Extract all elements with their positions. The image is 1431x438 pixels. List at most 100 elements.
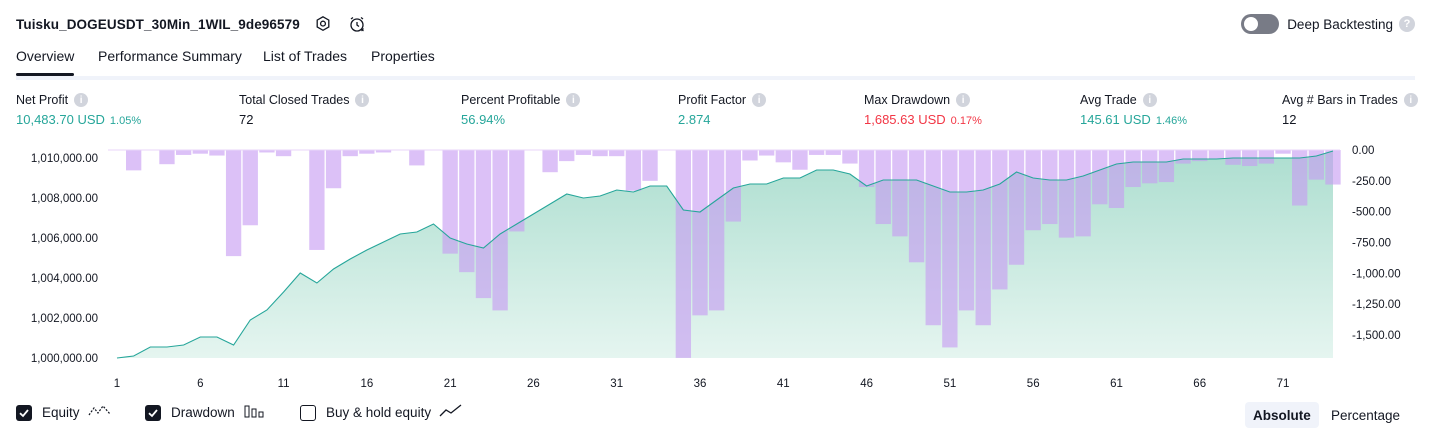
right-axis-tick-label: -500.00	[1352, 207, 1391, 219]
drawdown-bar	[692, 150, 708, 316]
drawdown-bar	[1158, 150, 1175, 183]
drawdown-bar	[942, 150, 958, 348]
x-axis-tick-label: 36	[694, 378, 707, 390]
x-axis-tick-label: 6	[197, 378, 203, 390]
drawdown-bar	[475, 150, 492, 299]
checkbox-checked-icon[interactable]	[145, 404, 161, 421]
drawdown-bar	[592, 150, 608, 157]
drawdown-bar	[808, 150, 825, 155]
metric-total-closed-trades: Total Closed Trades i 72	[239, 93, 370, 127]
drawdown-bar	[1142, 150, 1158, 184]
drawdown-bar	[625, 150, 642, 191]
checkbox-unchecked-icon[interactable]	[300, 404, 316, 421]
drawdown-bar	[192, 150, 208, 154]
help-icon[interactable]: i	[566, 93, 581, 107]
x-axis-tick-label: 66	[1193, 378, 1206, 390]
drawdown-bar	[742, 150, 758, 161]
help-icon[interactable]: i	[74, 93, 89, 107]
metric-value: 56.94%	[461, 112, 506, 127]
legend-label: Equity	[42, 405, 80, 420]
tab-performance-summary[interactable]: Performance Summary	[98, 48, 242, 64]
drawdown-bar	[375, 150, 392, 153]
settings-icon[interactable]	[312, 13, 334, 35]
metric-max-drawdown: Max Drawdown i 1,685.63 USD 0.17%	[864, 93, 982, 127]
toggle-knob	[1244, 17, 1259, 31]
drawdown-bar	[575, 150, 592, 155]
drawdown-bar	[642, 150, 658, 181]
drawdown-bar	[1175, 150, 1191, 164]
tab-properties[interactable]: Properties	[371, 48, 435, 64]
absolute-mode-button[interactable]: Absolute	[1245, 402, 1319, 428]
drawdown-bar	[925, 150, 941, 326]
metric-label: Avg Trade	[1080, 93, 1137, 107]
left-axis-tick-label: 1,010,000.00	[31, 153, 98, 165]
help-icon[interactable]: i	[956, 93, 971, 107]
equity-drawdown-chart[interactable]: 1,000,000.00 1,002,000.00 1,004,000.00 1,00…	[0, 140, 1431, 395]
drawdown-bar	[1025, 150, 1041, 231]
percentage-mode-button[interactable]: Percentage	[1331, 407, 1401, 423]
x-axis-tick-label: 16	[361, 378, 374, 390]
help-icon[interactable]: i	[1142, 93, 1157, 107]
drawdown-bar	[509, 150, 525, 232]
legend-equity[interactable]: Equity	[16, 403, 112, 422]
drawdown-bar	[792, 150, 808, 170]
deep-backtesting-control: Deep Backtesting ?	[1241, 12, 1415, 36]
right-axis-tick-label: -750.00	[1352, 238, 1391, 250]
drawdown-bar	[225, 150, 242, 257]
deep-backtesting-label: Deep Backtesting	[1287, 16, 1393, 32]
drawdown-bar	[309, 150, 325, 250]
drawdown-bar	[1058, 150, 1075, 238]
drawdown-bar	[126, 150, 142, 171]
drawdown-bar	[992, 150, 1008, 290]
metric-label: Max Drawdown	[864, 93, 951, 107]
drawdown-bar	[975, 150, 991, 326]
tab-overview[interactable]: Overview	[16, 48, 75, 76]
metric-percent: 0.17%	[950, 115, 982, 127]
left-axis-tick-label: 1,004,000.00	[31, 273, 98, 285]
x-axis-tick-label: 51	[944, 378, 957, 390]
drawdown-bar	[858, 150, 875, 188]
drawdown-bars-icon	[243, 403, 265, 422]
x-axis-tick-label: 41	[777, 378, 790, 390]
alert-clock-icon[interactable]	[346, 13, 368, 35]
left-axis-tick-label: 1,008,000.00	[31, 193, 98, 205]
metric-avg-trade: Avg Trade i 145.61 USD 1.46%	[1080, 93, 1187, 127]
drawdown-bar	[459, 150, 475, 273]
drawdown-bar	[609, 150, 625, 157]
help-icon[interactable]: ?	[1399, 16, 1415, 32]
metric-label: Total Closed Trades	[239, 93, 350, 107]
tab-bar: Overview Performance Summary List of Tra…	[16, 44, 1415, 80]
x-axis-tick-label: 31	[610, 378, 623, 390]
drawdown-bar	[242, 150, 258, 226]
equity-line-icon	[88, 403, 112, 422]
metric-value: 12	[1282, 112, 1297, 127]
deep-backtesting-toggle[interactable]	[1241, 14, 1280, 34]
checkbox-checked-icon[interactable]	[16, 404, 32, 421]
help-icon[interactable]: i	[1403, 93, 1418, 107]
drawdown-bar	[758, 150, 775, 156]
drawdown-bar	[958, 150, 975, 311]
right-axis-tick-label: -250.00	[1352, 176, 1391, 188]
tab-list-of-trades[interactable]: List of Trades	[263, 48, 348, 64]
strategy-header: Tuisku_DOGEUSDT_30Min_1WIL_9de96579	[16, 12, 368, 36]
help-icon[interactable]: i	[752, 93, 767, 107]
drawdown-bar	[1125, 150, 1141, 188]
legend-buy-hold-equity[interactable]: Buy & hold equity	[300, 403, 463, 422]
drawdown-bar	[709, 150, 725, 311]
buy-hold-line-icon	[439, 403, 463, 422]
drawdown-bar	[1325, 150, 1341, 185]
metric-value: 72	[239, 112, 254, 127]
drawdown-bar	[209, 150, 225, 156]
x-axis-tick-label: 21	[444, 378, 457, 390]
strategy-title: Tuisku_DOGEUSDT_30Min_1WIL_9de96579	[16, 16, 300, 32]
metric-value: 145.61 USD	[1080, 112, 1151, 127]
drawdown-bar	[908, 150, 925, 263]
drawdown-bar	[342, 150, 358, 157]
legend-drawdown[interactable]: Drawdown	[145, 403, 265, 422]
drawdown-bar	[1275, 150, 1291, 154]
metric-profit-factor: Profit Factor i 2.874	[678, 93, 767, 127]
metric-value: 1,685.63 USD	[864, 112, 946, 127]
help-icon[interactable]: i	[355, 93, 370, 107]
metric-percent-profitable: Percent Profitable i 56.94%	[461, 93, 581, 127]
drawdown-bar	[259, 150, 275, 153]
